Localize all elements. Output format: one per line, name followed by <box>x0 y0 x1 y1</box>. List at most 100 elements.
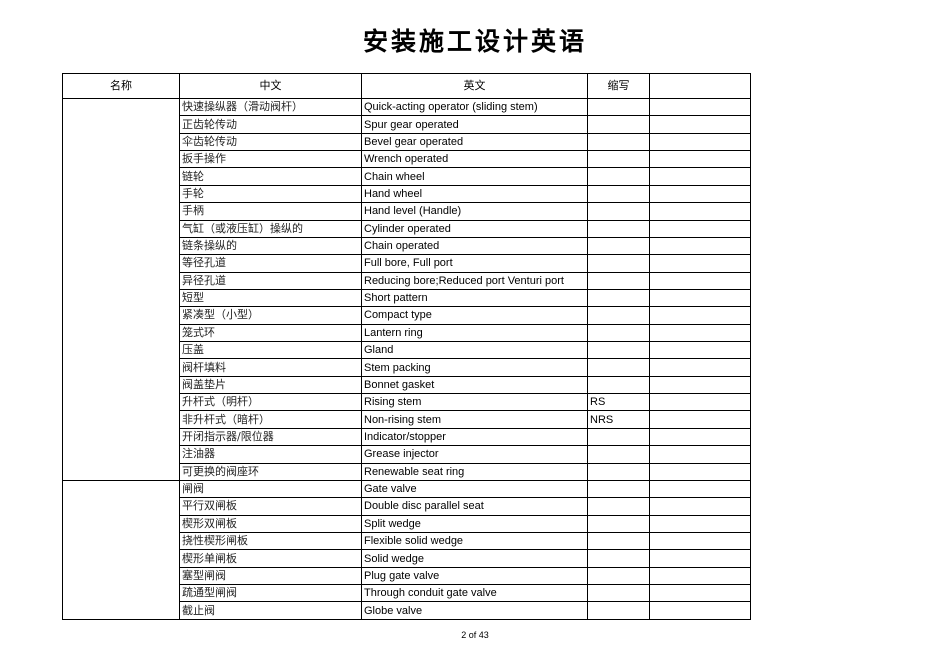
english-term: Through conduit gate valve <box>361 584 588 603</box>
english-term: Chain wheel <box>361 167 588 186</box>
blank-cell <box>649 584 751 603</box>
header-abbreviation: 缩写 <box>587 73 650 99</box>
chinese-term: 阀盖垫片 <box>179 375 362 395</box>
blank-cell <box>649 236 751 256</box>
blank-cell <box>649 601 751 620</box>
table-row: 挠性楔形闸板 Flexible solid wedge <box>63 531 751 551</box>
blank-cell <box>649 393 751 412</box>
abbreviation <box>587 132 650 152</box>
table-row: 压盖 Gland <box>63 341 751 360</box>
blank-cell <box>649 427 751 447</box>
abbreviation <box>587 566 650 586</box>
chinese-term: 可更换的阀座环 <box>179 462 362 481</box>
terms-table: 名称 中文 英文 缩写 快速操纵器（滑动阀杆） Quick-acting oper… <box>62 73 751 620</box>
blank-cell <box>649 358 751 377</box>
chinese-term: 伞齿轮传动 <box>179 132 362 152</box>
english-term: Full bore, Full port <box>361 254 588 273</box>
abbreviation <box>587 288 650 308</box>
table-row: 扳手操作 Wrench operated <box>63 150 751 169</box>
blank-cell <box>649 479 751 499</box>
chinese-term: 阀杆填料 <box>179 358 362 377</box>
english-term: Cylinder operated <box>361 219 588 238</box>
abbreviation <box>587 549 650 568</box>
category-cell <box>62 479 180 620</box>
english-term: Solid wedge <box>361 549 588 568</box>
table-row: 开闭指示器/限位器 Indicator/stopper <box>63 427 751 447</box>
english-term: Rising stem <box>361 393 588 412</box>
chinese-term: 正齿轮传动 <box>179 115 362 134</box>
english-term: Flexible solid wedge <box>361 531 588 551</box>
header-blank <box>649 73 751 99</box>
abbreviation <box>587 115 650 134</box>
english-term: Quick-acting operator (sliding stem) <box>361 97 588 117</box>
blank-cell <box>649 566 751 586</box>
table-row: 快速操纵器（滑动阀杆） Quick-acting operator (slidin… <box>62 97 751 481</box>
table-row: 截止阀 Globe valve <box>63 601 751 620</box>
english-term: Globe valve <box>361 601 588 620</box>
abbreviation <box>587 497 650 516</box>
chinese-term: 闸阀 <box>179 479 362 499</box>
abbreviation <box>587 184 650 204</box>
blank-cell <box>649 271 751 290</box>
blank-cell <box>649 306 751 325</box>
blank-cell <box>649 219 751 238</box>
chinese-term: 楔形单闸板 <box>179 549 362 568</box>
table-row: 等径孔道 Full bore, Full port <box>63 254 751 273</box>
blank-cell <box>649 445 751 464</box>
chinese-term: 疏通型闸阀 <box>179 584 362 603</box>
abbreviation <box>587 219 650 238</box>
chinese-term: 开闭指示器/限位器 <box>179 427 362 447</box>
category-cell <box>62 98 180 481</box>
chinese-term: 塞型闸阀 <box>179 566 362 586</box>
table-row: 阀杆填料 Stem packing <box>63 358 751 377</box>
english-term: Hand level (Handle) <box>361 202 588 221</box>
english-term: Bonnet gasket <box>361 375 588 395</box>
abbreviation <box>587 531 650 551</box>
chinese-term: 链轮 <box>179 167 362 186</box>
blank-cell <box>649 202 751 221</box>
blank-cell <box>649 549 751 568</box>
chinese-term: 笼式环 <box>179 323 362 343</box>
page-number: 2 of 43 <box>461 630 489 640</box>
chinese-term: 短型 <box>179 288 362 308</box>
abbreviation <box>587 236 650 256</box>
table-row: 阀盖垫片 Bonnet gasket <box>63 375 751 395</box>
abbreviation <box>587 462 650 481</box>
table-row: 非升杆式（暗杆） Non-rising stem NRS <box>63 410 751 429</box>
english-term: Plug gate valve <box>361 566 588 586</box>
table-row: 气缸（或液压缸）操纵的 Cylinder operated <box>63 219 751 238</box>
table-row: 升杆式（明杆） Rising stem RS <box>63 393 751 412</box>
abbreviation <box>587 97 650 117</box>
chinese-term: 手柄 <box>179 202 362 221</box>
abbreviation <box>587 375 650 395</box>
english-term: Hand wheel <box>361 184 588 204</box>
blank-cell <box>649 254 751 273</box>
blank-cell <box>649 514 751 533</box>
abbreviation <box>587 306 650 325</box>
table-row: 紧凑型（小型） Compact type <box>63 306 751 325</box>
table-row: 楔形单闸板 Solid wedge <box>63 549 751 568</box>
abbreviation <box>587 150 650 169</box>
blank-cell <box>649 531 751 551</box>
english-term: Spur gear operated <box>361 115 588 134</box>
blank-cell <box>649 497 751 516</box>
table-row: 伞齿轮传动 Bevel gear operated <box>63 132 751 152</box>
chinese-term: 异径孔道 <box>179 271 362 290</box>
chinese-term: 手轮 <box>179 184 362 204</box>
chinese-term: 快速操纵器（滑动阀杆） <box>179 97 362 117</box>
abbreviation <box>587 323 650 343</box>
abbreviation <box>587 445 650 464</box>
chinese-term: 紧凑型（小型） <box>179 306 362 325</box>
english-term: Reducing bore;Reduced port Venturi port <box>361 271 588 290</box>
chinese-term: 升杆式（明杆） <box>179 393 362 412</box>
english-term: Wrench operated <box>361 150 588 169</box>
abbreviation: NRS <box>587 410 650 429</box>
blank-cell <box>649 132 751 152</box>
blank-cell <box>649 115 751 134</box>
table-row: 异径孔道 Reducing bore;Reduced port Venturi p… <box>63 271 751 290</box>
abbreviation <box>587 601 650 620</box>
abbreviation <box>587 167 650 186</box>
english-term: Stem packing <box>361 358 588 377</box>
chinese-term: 链条操纵的 <box>179 236 362 256</box>
header-english: 英文 <box>361 73 588 99</box>
